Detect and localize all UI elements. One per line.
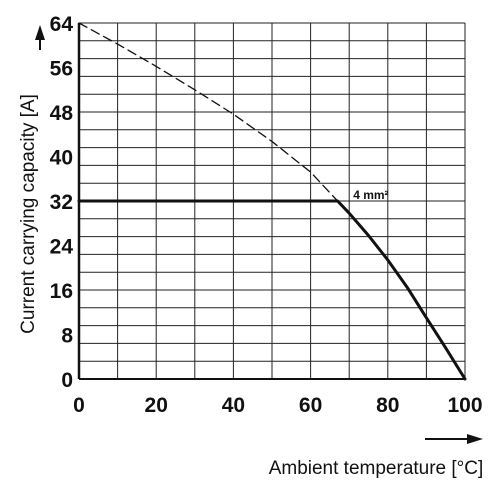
x-axis-arrowhead-icon (467, 434, 483, 444)
series-line-dashed (78, 22, 339, 202)
chart-series (77, 22, 467, 381)
y-tick-label: 48 (50, 102, 74, 125)
y-tick-label: 0 (61, 369, 73, 392)
x-tick-label: 0 (73, 394, 85, 417)
y-axis-arrowhead-icon (35, 25, 45, 40)
x-axis-label: Ambient temperature [°C] (269, 458, 484, 479)
y-tick-label: 32 (50, 191, 73, 214)
x-tick-label: 40 (222, 394, 245, 417)
x-tick-label: 80 (376, 394, 399, 417)
x-tick-label: 100 (447, 394, 482, 417)
y-tick-label: 40 (50, 147, 73, 170)
y-axis-label: Current carrying capacity [A] (18, 94, 39, 334)
x-tick-label: 20 (145, 394, 168, 417)
y-tick-label: 8 (61, 325, 73, 348)
y-tick-label: 24 (50, 236, 74, 259)
y-tick-label: 56 (50, 58, 73, 81)
series-line-4mm2 (77, 199, 467, 381)
x-tick-label: 60 (299, 394, 322, 417)
y-tick-label: 64 (50, 13, 74, 36)
x-tick-labels: 0 20 40 60 80 100 (73, 394, 482, 417)
chart-annotations: 4 mm² (353, 188, 388, 202)
y-tick-labels: 0 8 16 24 32 40 48 56 64 (50, 13, 74, 392)
annotation-label: 4 mm² (353, 188, 388, 202)
y-tick-label: 16 (50, 280, 73, 303)
